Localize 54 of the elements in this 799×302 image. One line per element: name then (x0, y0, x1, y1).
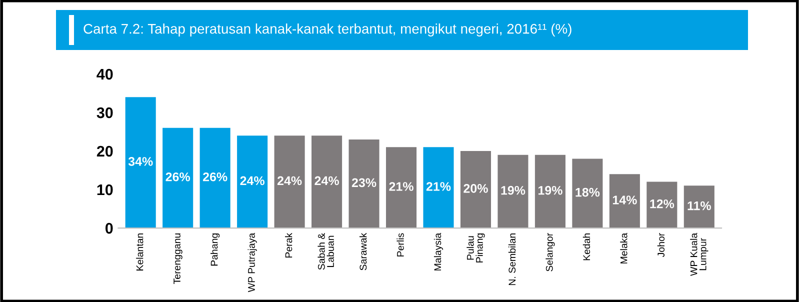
data-label: 11% (688, 201, 711, 210)
x-tick-label: Sabah & Labuan (318, 233, 334, 270)
y-tick-label: 0 (106, 222, 113, 234)
data-label: 14% (612, 196, 637, 204)
x-tick-label: Terengganu (174, 234, 182, 284)
y-tick-label: 10 (97, 184, 113, 196)
x-tick-label: Melaka (620, 232, 628, 264)
x-tick-label: Perlis (396, 233, 404, 256)
data-label: 19% (538, 186, 562, 195)
x-tick-label: WP Putrajaya (248, 232, 257, 292)
data-label: 19% (501, 186, 526, 195)
bar (534, 154, 566, 228)
x-tick-label: Johor (657, 233, 665, 258)
y-tick-label: 40 (96, 68, 113, 80)
data-label: 21% (426, 182, 451, 191)
data-label: 24% (277, 176, 302, 186)
bar (274, 136, 305, 228)
x-tick-label: Perak (285, 232, 292, 258)
data-label: 21% (389, 182, 414, 191)
data-label: 23% (352, 178, 376, 188)
bar (386, 147, 417, 228)
y-tick-label: 30 (96, 107, 113, 118)
data-label: 18% (576, 188, 600, 197)
bar (237, 136, 268, 228)
data-label: 12% (650, 199, 674, 208)
bar (162, 128, 194, 228)
data-label: 26% (166, 172, 190, 182)
x-tick-label: WP Kuala Lumpur (690, 232, 708, 276)
bar (609, 174, 640, 228)
x-tick-label: Kelantan (136, 234, 144, 270)
bar (200, 128, 230, 228)
bar (348, 139, 380, 228)
x-tick-label: Malaysia (434, 232, 444, 270)
bar (423, 147, 454, 228)
bar (125, 97, 156, 228)
data-label: 26% (202, 172, 228, 182)
chart-title: Carta 7.2: Tahap peratusan kanak-kanak terbantut, mengikut negeri, 2016¹¹ (%) (84, 24, 572, 36)
x-tick-label: Selangor (546, 233, 555, 272)
bar (684, 186, 714, 228)
data-label: 34% (128, 157, 153, 166)
data-label: 24% (240, 176, 264, 186)
data-label: 24% (314, 176, 339, 186)
data-label: 20% (464, 184, 488, 193)
bar (572, 158, 603, 228)
bar (498, 154, 528, 228)
bar (646, 182, 678, 228)
bar (312, 136, 342, 228)
x-tick-label: Sarawak (359, 232, 367, 270)
x-tick-label: Pahang (210, 233, 220, 266)
x-tick-label: N. Sembilan (508, 234, 516, 286)
bar (460, 151, 491, 228)
y-tick-label: 20 (96, 146, 113, 157)
x-tick-label: Pulau Pinang (466, 233, 485, 262)
x-tick-label: Kedah (582, 234, 590, 260)
